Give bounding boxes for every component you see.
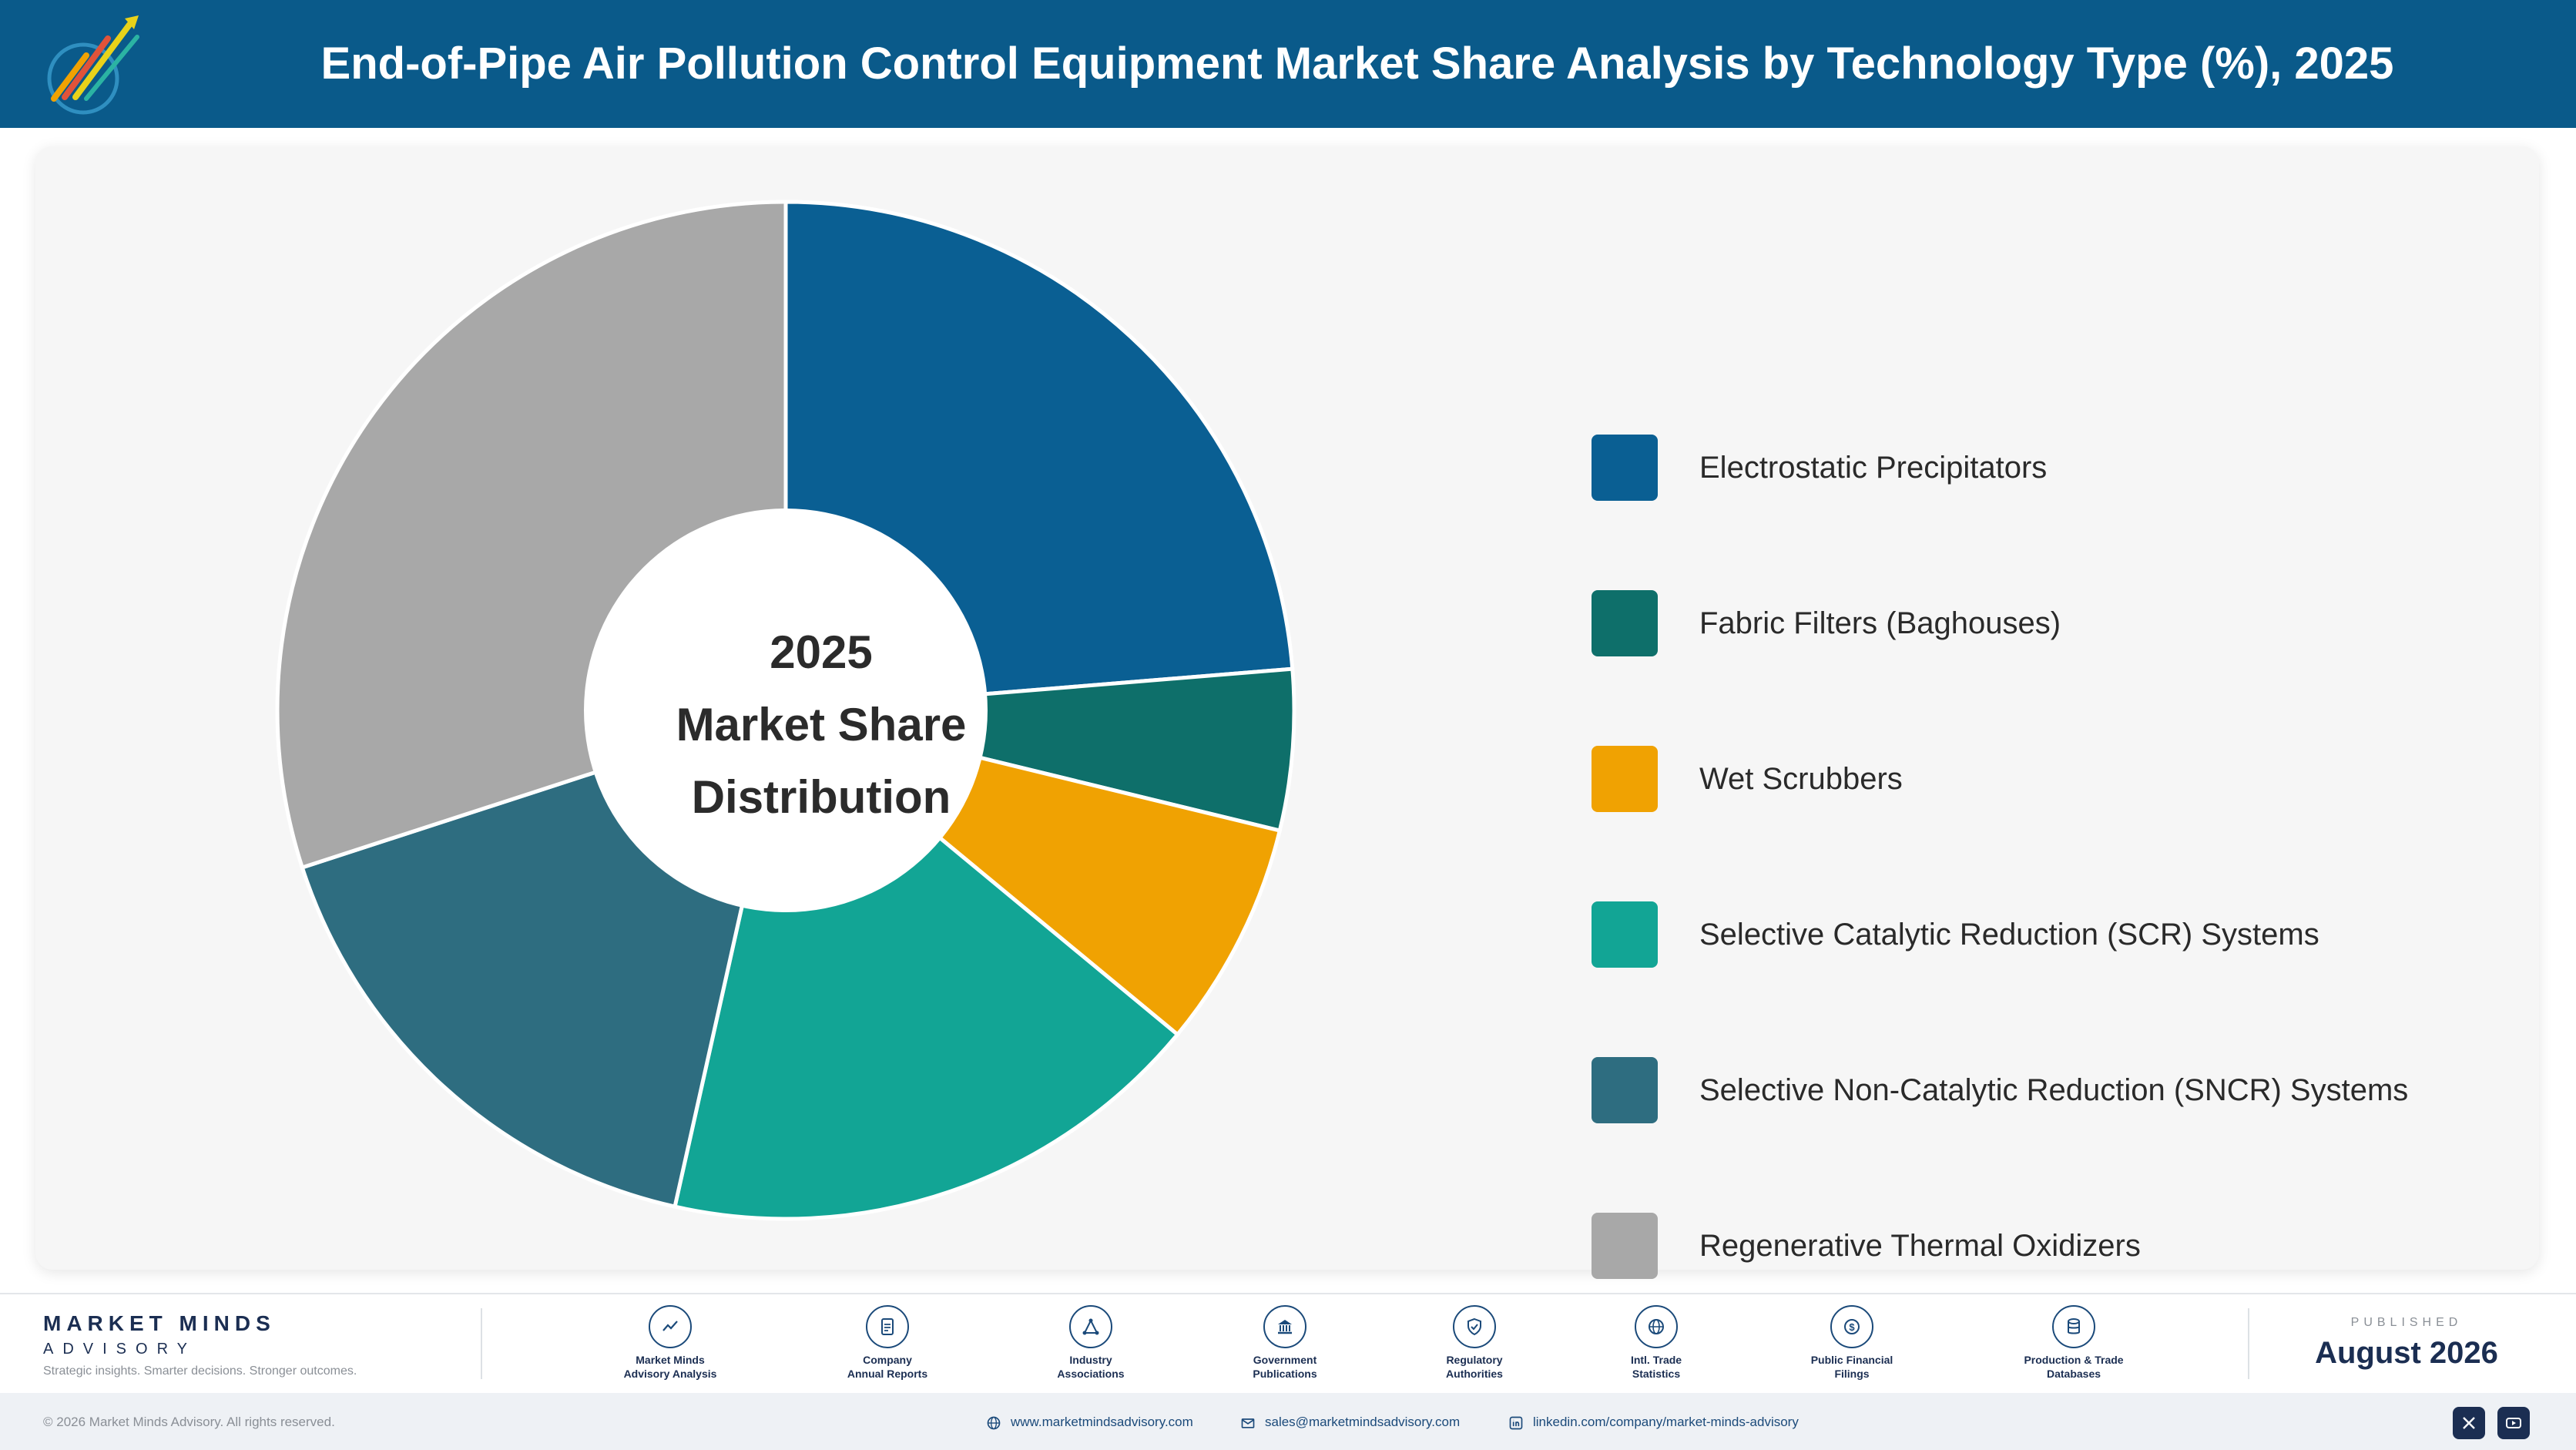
source-line2: Databases [2046,1368,2101,1380]
legend-item-sncr-systems: Selective Non-Catalytic Reduction (SNCR)… [1592,1057,2554,1123]
x-icon [2463,1417,2475,1429]
legend-swatch [1592,746,1658,812]
globe-icon [987,1416,1001,1429]
source-line2: Statistics [1632,1368,1681,1380]
footer-brand: MARKET MINDS ADVISORY Strategic insights… [43,1311,357,1378]
brand-tagline: Strategic insights. Smarter decisions. S… [43,1364,357,1378]
source-line2: Advisory Analysis [623,1368,717,1380]
linkedin-icon [1509,1416,1523,1429]
donut-hole [584,509,988,912]
trend-chart-icon [649,1305,692,1348]
source-intl-trade-statistics: Intl. Trade Statistics [1571,1305,1741,1381]
government-building-icon [1263,1305,1306,1348]
published-label: PUBLISHED [2350,1316,2463,1329]
legend-swatch [1592,590,1658,656]
footer: MARKET MINDS ADVISORY Strategic insights… [0,1293,2576,1450]
legend-label: Regenerative Thermal Oxidizers [1699,1229,2141,1263]
source-line1: Regulatory [1446,1354,1503,1366]
legend-item-wet-scrubbers: Wet Scrubbers [1592,746,2554,812]
center-label: 2025 Market Share Distribution [629,616,1014,834]
chart-card: 2025 Market Share Distribution Electrost… [35,146,2539,1279]
globe-icon [1635,1305,1678,1348]
website-text: www.marketmindsadvisory.com [1011,1415,1193,1429]
network-icon [1069,1305,1112,1348]
center-label-line3: Distribution [691,771,951,823]
source-line2: Annual Reports [847,1368,928,1380]
legend-item-regenerative-thermal-oxidizers: Regenerative Thermal Oxidizers [1592,1213,2554,1279]
brand-subtitle: ADVISORY [43,1341,196,1358]
x-social-button[interactable] [2453,1407,2485,1439]
source-regulatory-authorities: Regulatory Authorities [1390,1305,1559,1381]
source-line2: Publications [1253,1368,1317,1380]
bottom-bar: © 2026 Market Minds Advisory. All rights… [0,1393,2576,1450]
shield-check-icon [1453,1305,1496,1348]
source-government-publications: Government Publications [1200,1305,1370,1381]
source-line1: Government [1253,1354,1317,1366]
document-icon [866,1305,909,1348]
linkedin-link[interactable]: linkedin.com/company/market-minds-adviso… [1508,1393,1799,1450]
mail-icon [1241,1418,1255,1428]
dollar-coin-icon: $ [1830,1305,1873,1348]
brand-name: MARKET MINDS [43,1311,276,1335]
email-text: sales@marketmindsadvisory.com [1265,1415,1461,1429]
source-industry-associations: Industry Associations [1006,1305,1176,1381]
legend-swatch [1592,435,1658,501]
published-date: August 2026 [2315,1336,2498,1370]
source-line2: Authorities [1446,1368,1503,1380]
pie-chart [275,200,1296,1221]
source-market-minds-analysis: Market Minds Advisory Analysis [585,1305,755,1381]
published-block: PUBLISHED August 2026 [2306,1316,2507,1371]
source-company-annual-reports: Company Annual Reports [803,1305,972,1381]
database-icon [2052,1305,2095,1348]
page-title: End-of-Pipe Air Pollution Control Equipm… [320,39,2394,89]
data-sources: Market Minds Advisory Analysis Company Ann… [0,1305,2576,1390]
source-line2: Filings [1834,1368,1870,1380]
svg-text:$: $ [1849,1321,1855,1333]
source-line1: Industry [1069,1354,1112,1366]
legend-label: Electrostatic Precipitators [1699,451,2048,485]
youtube-social-button[interactable] [2497,1407,2530,1439]
legend-label: Selective Non-Catalytic Reduction (SNCR)… [1699,1073,2409,1107]
youtube-icon [2506,1418,2521,1428]
source-public-financial-filings: $ Public Financial Filings [1767,1305,1937,1381]
copyright-text: © 2026 Market Minds Advisory. All rights… [43,1415,335,1429]
source-line1: Company [863,1354,912,1366]
source-line1: Market Minds [636,1354,705,1366]
source-line2: Associations [1057,1368,1125,1380]
market-minds-logo-icon [47,15,139,115]
linkedin-text: linkedin.com/company/market-minds-adviso… [1533,1415,1799,1429]
legend-item-fabric-filters: Fabric Filters (Baghouses) [1592,590,2554,656]
legend-swatch [1592,1057,1658,1123]
website-link[interactable]: www.marketmindsadvisory.com [986,1393,1193,1450]
legend-label: Selective Catalytic Reduction (SCR) Syst… [1699,918,2319,952]
source-line1: Production & Trade [2024,1354,2124,1366]
source-line1: Public Financial [1810,1354,1893,1366]
email-link[interactable]: sales@marketmindsadvisory.com [1240,1393,1460,1450]
source-production-trade-databases: Production & Trade Databases [1989,1305,2158,1381]
footer-divider [2248,1308,2249,1379]
header-bar: End-of-Pipe Air Pollution Control Equipm… [0,0,2576,128]
legend-label: Fabric Filters (Baghouses) [1699,606,2061,640]
center-label-year: 2025 [770,626,873,678]
legend-item-electrostatic-precipitators: Electrostatic Precipitators [1592,435,2554,501]
legend-item-scr-systems: Selective Catalytic Reduction (SCR) Syst… [1592,901,2554,968]
source-line1: Intl. Trade [1630,1354,1682,1366]
legend-swatch [1592,901,1658,968]
legend-label: Wet Scrubbers [1699,762,1903,796]
center-label-line2: Market Share [676,699,967,750]
footer-divider [481,1308,482,1379]
legend-swatch [1592,1213,1658,1279]
